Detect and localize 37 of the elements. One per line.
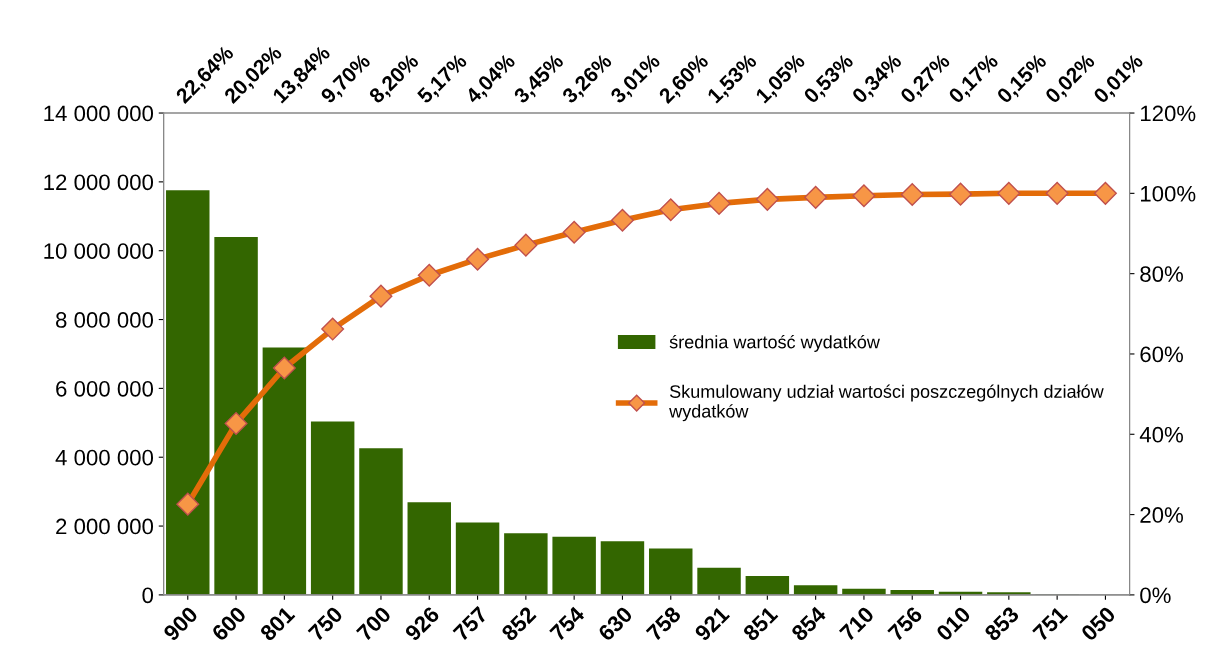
y2-tick-label: 20% (1140, 507, 1183, 523)
y-tick-label: 12 000 000 (44, 174, 154, 191)
x-tick-label: 900 (162, 605, 199, 642)
x-tick-label: 926 (404, 605, 441, 642)
x-tick-label: 757 (452, 605, 489, 642)
x-tick-label: 852 (500, 605, 537, 642)
y2-tick-label: 80% (1140, 266, 1183, 282)
y2-tick-label: 60% (1140, 346, 1183, 363)
x-tick-label: 756 (887, 605, 924, 642)
x-tick-label: 853 (983, 605, 1020, 642)
legend-label: Skumulowany udział wartości poszczególnych działów wydatków (669, 384, 1104, 422)
y-tick-label: 4 000 000 (55, 449, 154, 466)
y-tick-label: 0 (142, 587, 154, 604)
x-tick-label: 750 (307, 605, 344, 642)
x-tick-label: 630 (597, 605, 634, 642)
y-tick-label: 2 000 000 (56, 518, 154, 535)
x-tick-label: 921 (693, 605, 731, 642)
x-tick-label: 600 (210, 605, 247, 642)
x-tick-label: 854 (790, 605, 828, 642)
x-tick-label: 754 (549, 605, 586, 642)
x-tick-label: 700 (355, 605, 392, 642)
y-tick-label: 14 000 000 (44, 105, 154, 122)
x-tick-label: 801 (259, 605, 296, 642)
y-tick-label: 6 000 000 (56, 380, 154, 397)
x-tick-label: 751 (1032, 605, 1069, 642)
x-tick-label: 710 (838, 605, 875, 642)
x-tick-label: 050 (1080, 605, 1117, 642)
y2-tick-label: 100% (1141, 185, 1196, 202)
y2-tick-label: 40% (1139, 426, 1183, 443)
y-tick-label: 10 000 000 (44, 243, 154, 259)
y2-tick-label: 120% (1141, 105, 1196, 122)
x-tick-label: 010 (935, 605, 972, 642)
x-tick-label: 758 (645, 605, 682, 642)
y-tick-label: 8 000 000 (56, 312, 154, 328)
x-tick-label: 851 (742, 605, 779, 642)
y2-tick-label: 0% (1140, 587, 1171, 604)
legend-label: średnia wartość wydatków (669, 334, 880, 352)
